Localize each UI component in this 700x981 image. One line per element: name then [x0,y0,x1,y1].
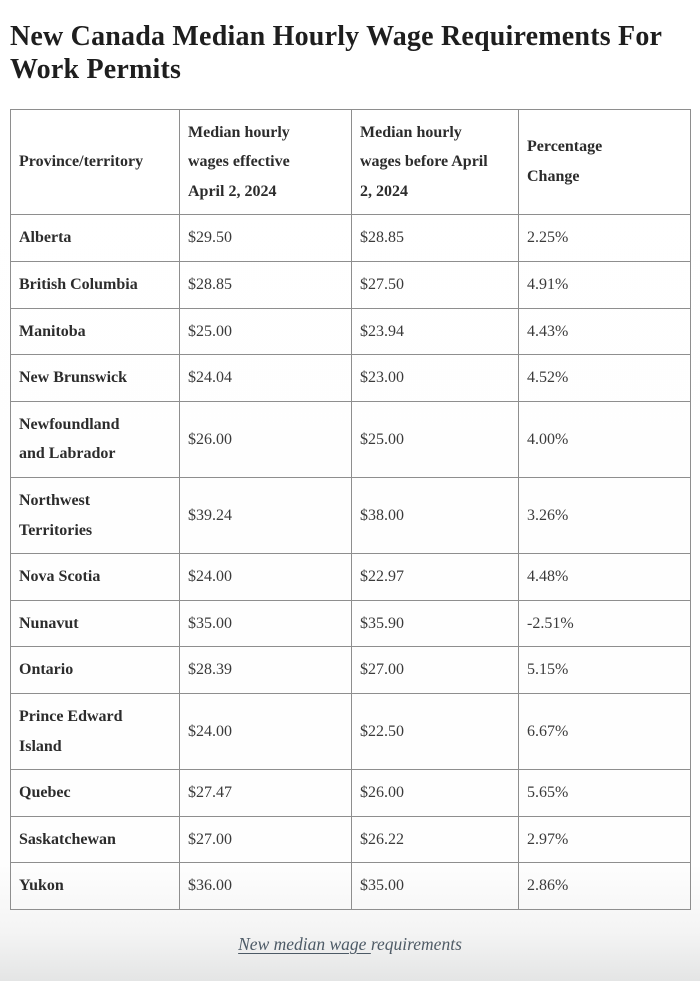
wage-table: Province/territory Median hourly wages e… [10,108,691,910]
cell-province: Yukon [10,862,180,910]
cell-wage-before: $27.00 [351,646,519,694]
cell-percentage-change: 5.65% [518,769,691,817]
table-row: New Brunswick $24.04 $23.00 4.52% [10,354,691,402]
table-row: British Columbia $28.85 $27.50 4.91% [10,261,691,309]
cell-percentage-change: 4.48% [518,553,691,601]
table-row: Prince Edward Island $24.00 $22.50 6.67% [10,692,691,771]
cell-percentage-change: 2.86% [518,862,691,910]
cell-wage-effective: $28.39 [179,646,352,694]
cell-province: Quebec [10,769,180,817]
cell-wage-before: $22.97 [351,553,519,601]
table-row: Northwest Territories $39.24 $38.00 3.26… [10,476,691,555]
cell-wage-before: $23.94 [351,307,519,356]
table-caption: New median wage requirements [10,934,690,955]
cell-wage-before: $26.00 [351,769,519,817]
cell-province: Ontario [10,646,180,694]
col-header-province: Province/territory [10,108,180,216]
cell-wage-before: $26.22 [351,815,519,864]
cell-province: Nunavut [10,599,180,648]
article-figure: New Canada Median Hourly Wage Requiremen… [10,21,691,955]
cell-wage-effective: $28.85 [179,261,352,309]
cell-wage-effective: $36.00 [179,862,352,910]
cell-wage-before: $23.00 [351,354,519,402]
cell-wage-before: $22.50 [351,692,519,771]
cell-percentage-change: 3.26% [518,476,691,555]
cell-wage-effective: $29.50 [179,214,352,262]
cell-percentage-change: 4.00% [518,400,691,478]
col-header-wage-before: Median hourly wages before April 2, 2024 [351,108,519,216]
cell-wage-before: $35.00 [351,862,519,910]
cell-percentage-change: 6.67% [518,692,691,771]
cell-province: Manitoba [10,307,180,356]
table-row: Quebec $27.47 $26.00 5.65% [10,769,691,817]
cell-wage-effective: $24.00 [179,692,352,771]
table-row: Alberta $29.50 $28.85 2.25% [10,214,691,262]
caption-link[interactable]: New median wage [238,933,371,954]
cell-province: Prince Edward Island [10,692,180,771]
wage-table-body: Alberta $29.50 $28.85 2.25% British Colu… [10,214,691,910]
cell-percentage-change: -2.51% [518,599,691,648]
cell-province: Nova Scotia [10,553,180,601]
cell-province: Alberta [10,214,180,262]
cell-wage-effective: $25.00 [179,307,352,356]
cell-wage-effective: $26.00 [179,400,352,478]
cell-percentage-change: 2.25% [518,214,691,262]
cell-province: Northwest Territories [10,476,180,555]
cell-wage-before: $38.00 [351,476,519,555]
table-row: Newfoundland and Labrador $26.00 $25.00 … [10,400,691,478]
cell-percentage-change: 5.15% [518,646,691,694]
cell-province: British Columbia [10,261,180,309]
cell-province: Newfoundland and Labrador [10,400,180,478]
cell-wage-effective: $24.04 [179,354,352,402]
cell-wage-before: $27.50 [351,261,519,309]
page-title: New Canada Median Hourly Wage Requiremen… [10,21,663,86]
table-row: Nova Scotia $24.00 $22.97 4.48% [10,553,691,601]
cell-percentage-change: 4.91% [518,261,691,309]
cell-wage-before: $35.90 [351,599,519,648]
cell-wage-effective: $35.00 [179,599,352,648]
table-row: Saskatchewan $27.00 $26.22 2.97% [10,815,691,864]
table-row: Yukon $36.00 $35.00 2.86% [10,862,691,910]
cell-wage-effective: $27.47 [179,769,352,817]
cell-wage-effective: $39.24 [179,476,352,555]
col-header-wage-effective: Median hourly wages effective April 2, 2… [179,108,352,216]
cell-province: New Brunswick [10,354,180,402]
cell-percentage-change: 2.97% [518,815,691,864]
cell-wage-before: $28.85 [351,214,519,262]
cell-wage-effective: $24.00 [179,553,352,601]
cell-province: Saskatchewan [10,815,180,864]
table-row: Manitoba $25.00 $23.94 4.43% [10,307,691,356]
col-header-percentage-change: Percentage Change [518,108,691,216]
header-row: Province/territory Median hourly wages e… [10,108,691,216]
cell-wage-before: $25.00 [351,400,519,478]
cell-percentage-change: 4.52% [518,354,691,402]
caption-rest-text: requirements [370,933,462,954]
table-row: Nunavut $35.00 $35.90 -2.51% [10,599,691,648]
cell-percentage-change: 4.43% [518,307,691,356]
cell-wage-effective: $27.00 [179,815,352,864]
table-row: Ontario $28.39 $27.00 5.15% [10,646,691,694]
